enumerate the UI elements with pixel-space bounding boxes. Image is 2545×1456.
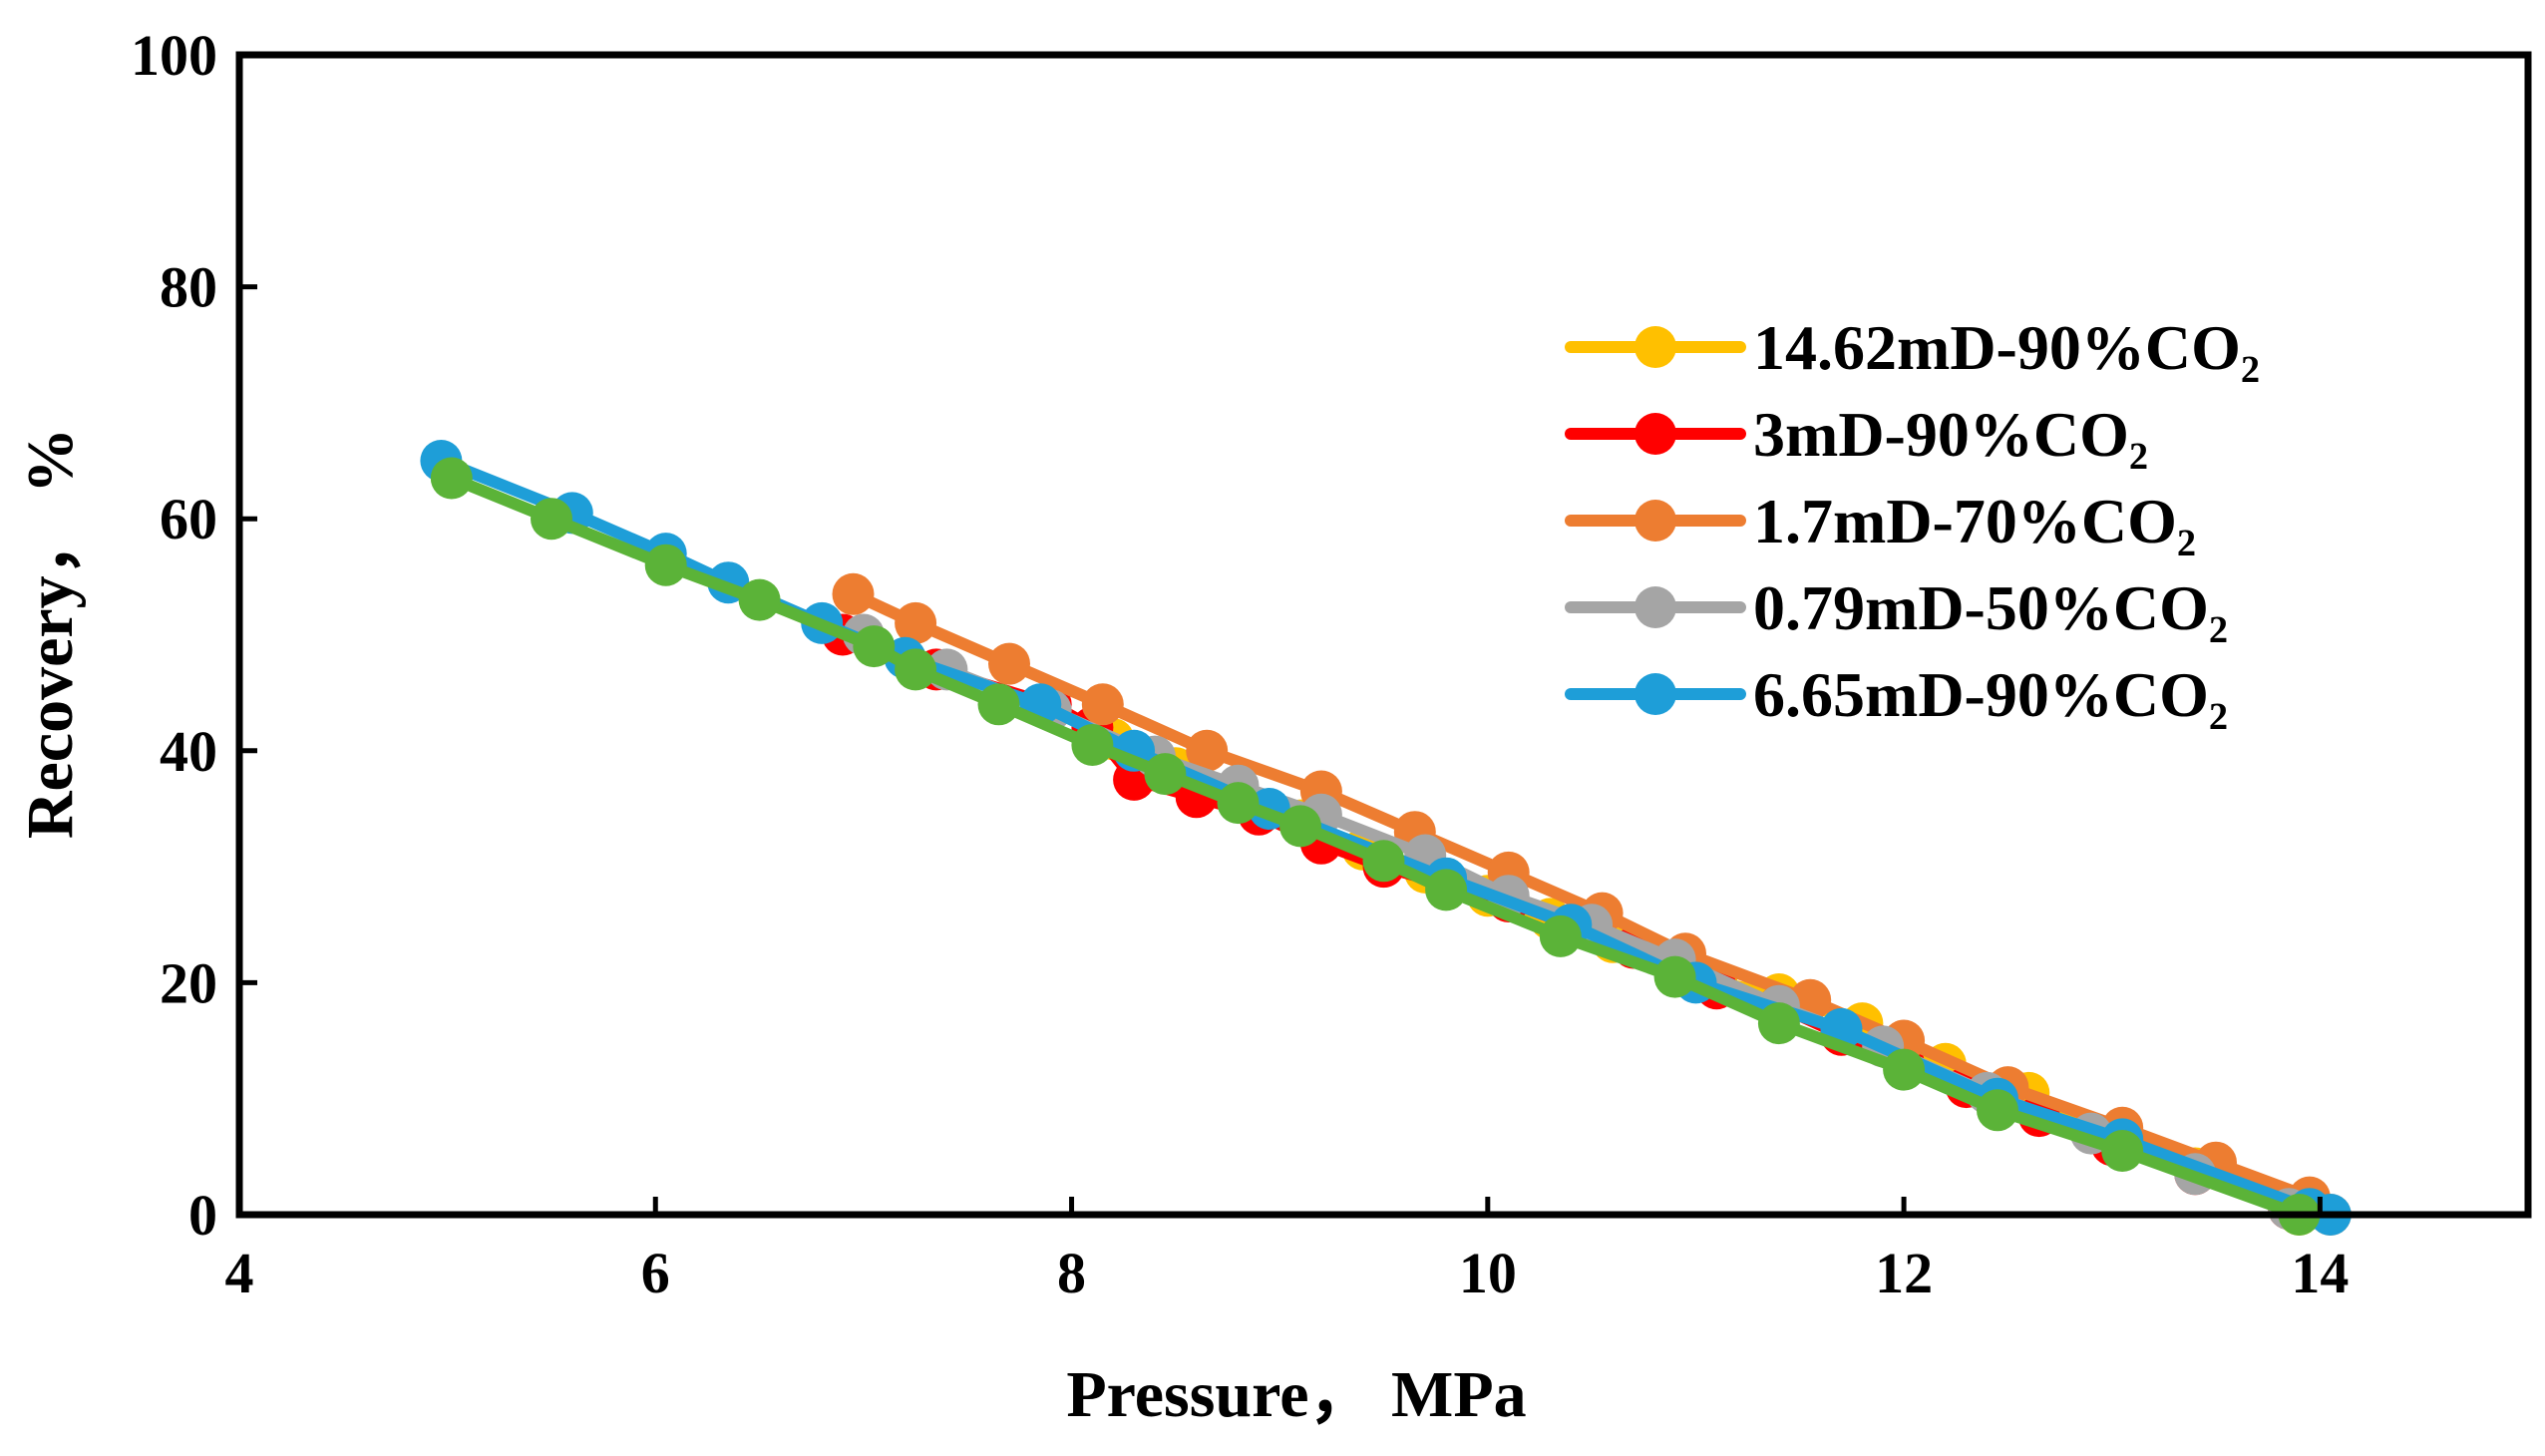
- data-point: [895, 648, 937, 691]
- x-axis-label: Pressure， MPa: [1066, 1358, 1526, 1431]
- legend-entry: 3mD-90%CO₂: [1565, 399, 2148, 470]
- x-tick-label: 12: [1875, 1241, 1933, 1305]
- y-tick-label: 0: [188, 1183, 217, 1248]
- y-tick-label: 40: [160, 719, 217, 784]
- series-6: [430, 457, 2321, 1236]
- x-tick-label: 4: [225, 1241, 254, 1305]
- data-point: [1144, 753, 1187, 796]
- data-point: [531, 498, 572, 541]
- data-point: [988, 642, 1030, 685]
- data-point: [2101, 1130, 2144, 1172]
- legend-entry: 1.7mD-70%CO₂: [1565, 486, 2196, 556]
- legend-label: 3mD-90%CO₂: [1753, 399, 2148, 470]
- y-tick-label: 80: [160, 255, 217, 320]
- x-tick-label: 6: [641, 1241, 670, 1305]
- data-point: [1883, 1048, 1926, 1091]
- data-point: [1757, 1002, 1800, 1045]
- x-tick-label: 8: [1057, 1241, 1086, 1305]
- legend-label: 14.62mD-90%CO₂: [1753, 312, 2260, 383]
- data-point: [1217, 782, 1260, 825]
- data-point: [895, 601, 937, 644]
- legend: 14.62mD-90%CO₂ 3mD-90%CO₂ 1.7mD-70%CO₂ 0.79…: [1565, 312, 2260, 730]
- data-point: [1071, 724, 1114, 766]
- y-tick-label: 60: [160, 487, 217, 551]
- data-point: [977, 683, 1020, 726]
- legend-entry: 0.79mD-50%CO₂: [1565, 572, 2228, 643]
- data-point: [832, 572, 875, 615]
- legend-marker-swatch: [1635, 413, 1676, 455]
- legend-label: 1.7mD-70%CO₂: [1753, 486, 2196, 556]
- x-tick-label: 14: [2291, 1241, 2349, 1305]
- legend-marker-swatch: [1635, 500, 1676, 542]
- data-point: [644, 544, 687, 586]
- data-point: [1081, 683, 1124, 726]
- y-tick-label: 20: [160, 950, 217, 1015]
- data-point: [1539, 914, 1582, 957]
- legend-marker-swatch: [1635, 586, 1676, 628]
- legend-entry: 6.65mD-90%CO₂: [1565, 659, 2228, 730]
- legend-label: 0.79mD-50%CO₂: [1753, 572, 2228, 643]
- data-point: [738, 578, 781, 621]
- data-point: [430, 457, 473, 500]
- data-point: [1362, 840, 1405, 883]
- plot-area-frame: [235, 51, 2532, 1219]
- data-point: [1425, 869, 1468, 911]
- x-tick-label: 10: [1459, 1241, 1517, 1305]
- legend-entry: 14.62mD-90%CO₂: [1565, 312, 2260, 383]
- legend-label: 6.65mD-90%CO₂: [1753, 659, 2228, 730]
- axis-ticks: 4 6 8 10 12 14 0 20 40 60 80 100: [131, 23, 2349, 1305]
- data-point: [853, 625, 896, 668]
- y-tick-label: 100: [131, 23, 217, 88]
- data-point: [1186, 729, 1229, 772]
- legend-marker-swatch: [1635, 326, 1676, 368]
- y-axis-label: Recovery， %: [14, 428, 87, 839]
- legend-marker-swatch: [1635, 673, 1676, 715]
- data-point: [1279, 805, 1321, 848]
- data-point: [1977, 1089, 2018, 1132]
- series-layer: [420, 440, 2352, 1236]
- data-point: [1653, 955, 1696, 998]
